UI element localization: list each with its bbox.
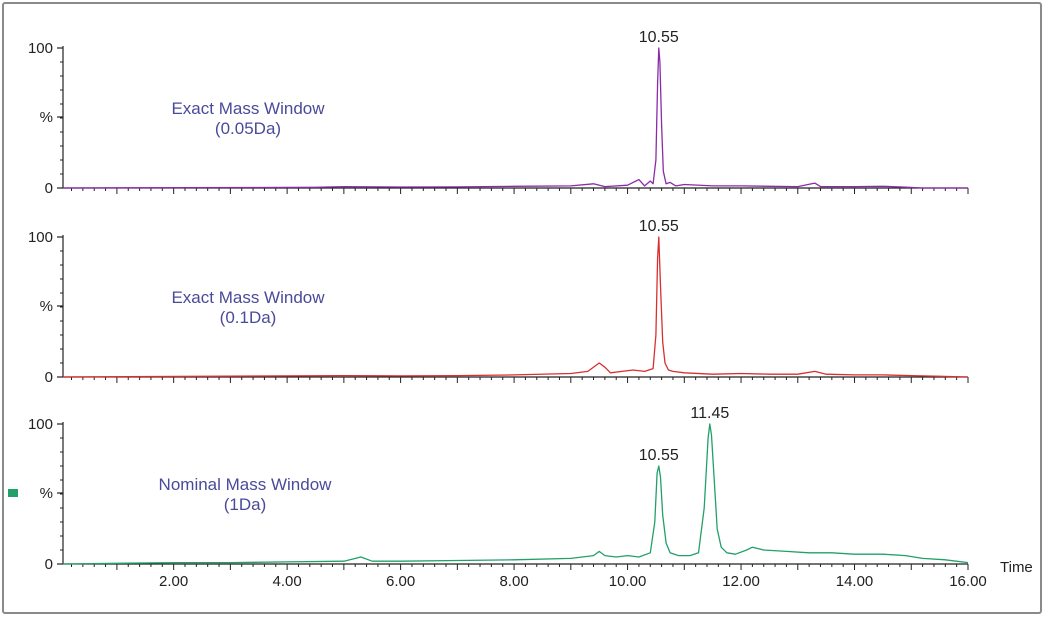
x-axis-title: Time [1000,559,1033,576]
x-tick-label: 12.00 [722,573,760,590]
annotation-line-1: Exact Mass Window [171,99,325,118]
annotation-line-1: Exact Mass Window [171,288,325,307]
y-tick-label: 100 [28,229,53,246]
peak-label: 10.55 [639,29,679,46]
series-line [62,423,969,565]
y-tick-label: 0 [45,369,53,386]
series-line [62,47,968,189]
x-tick-label: 14.00 [836,573,874,590]
chart-frame [2,2,1042,614]
x-tick-label: 4.00 [273,573,302,590]
y-tick-label: % [40,298,53,315]
y-tick-label: 100 [28,416,53,433]
x-tick-label: 2.00 [159,573,188,590]
x-tick-label: 8.00 [499,573,528,590]
x-tick-label: 10.00 [609,573,647,590]
y-tick-label: 100 [28,40,53,57]
legend-marker [8,489,18,497]
peak-label: 11.45 [690,405,729,422]
annotation-line-2: (1Da) [224,495,267,514]
peak-label: 10.55 [639,218,679,235]
x-tick-label: 16.00 [949,573,987,590]
y-tick-label: % [40,109,53,126]
peak-label: 10.55 [639,447,679,464]
y-tick-label: % [40,485,53,502]
y-tick-label: 0 [45,180,53,197]
annotation-line-1: Nominal Mass Window [159,475,333,494]
y-tick-label: 0 [45,556,53,573]
x-tick-label: 6.00 [386,573,415,590]
annotation-line-2: (0.05Da) [215,119,281,138]
series-line [62,236,969,378]
annotation-line-2: (0.1Da) [220,308,277,327]
